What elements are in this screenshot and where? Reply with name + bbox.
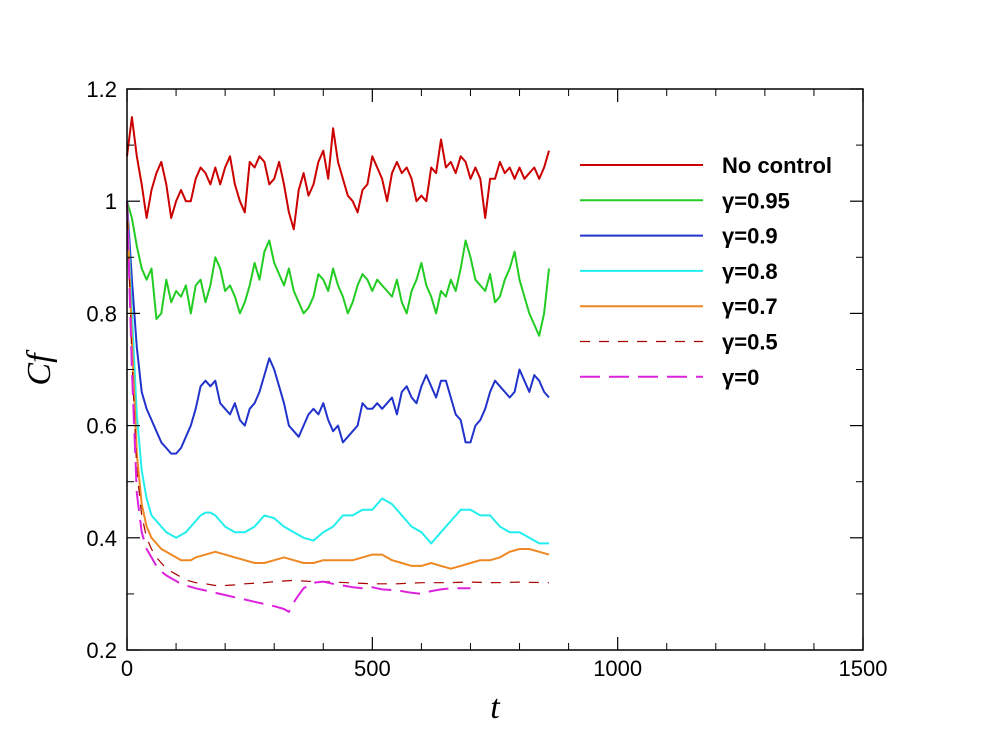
legend-label-5: γ=0.5 [722,330,778,355]
ticks-layer [126,88,864,651]
series-line-2 [126,201,550,455]
y-tick-label: 0.4 [86,526,117,551]
y-tick-label: 0.2 [86,638,117,663]
series-line-6 [126,201,471,613]
series-line-1 [126,200,550,337]
legend-label-1: γ=0.95 [722,188,790,213]
series-line-0 [126,116,550,231]
series-line-3 [126,201,549,545]
series-line-5 [126,201,550,587]
legend: No control γ=0.95 γ=0.9 γ=0.8 γ=0.7 γ=0.5 γ=0 [580,153,832,390]
legend-label-0: No control [722,153,832,178]
x-tick-label: 1500 [839,656,888,681]
y-tick-label: 0.8 [86,301,117,326]
data-layer [126,116,550,613]
y-tick-label: 1.2 [86,77,117,102]
legend-label-4: γ=0.7 [722,294,778,319]
y-tick-label: 0.6 [86,414,117,439]
y-tick-label: 1 [105,189,117,214]
legend-label-2: γ=0.9 [722,224,778,249]
x-axis-title: t [490,689,501,726]
y-axis-title: Cf [21,349,58,386]
tick-labels-layer: 0 500 1000 1500 0.2 0.4 0.6 0.8 1 1.2 [86,77,887,681]
legend-label-3: γ=0.8 [722,259,778,284]
legend-label-6: γ=0 [722,365,759,390]
x-tick-label: 0 [121,656,133,681]
x-tick-label: 1000 [593,656,642,681]
series-line-4 [126,201,550,570]
x-tick-label: 500 [354,656,391,681]
